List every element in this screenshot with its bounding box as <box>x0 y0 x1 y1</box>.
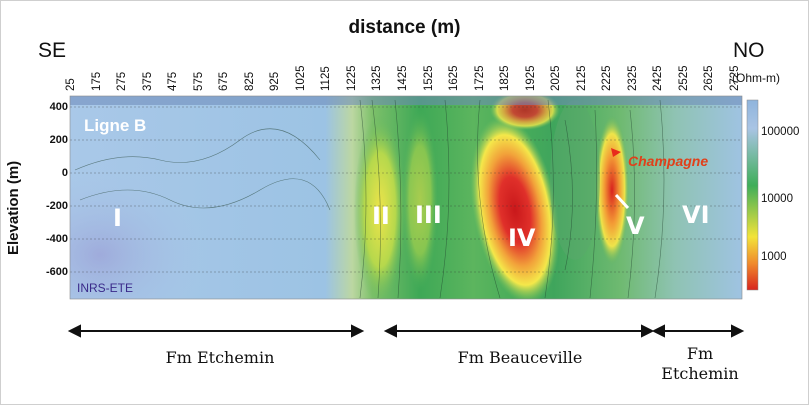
chart-title: distance (m) <box>348 17 461 38</box>
zone-label-5: V <box>626 212 645 240</box>
colorbar-tick-label: 100000 <box>761 126 800 138</box>
credit-label: INRS-ETE <box>77 281 134 295</box>
formation-label-fm-right: Fm <box>686 344 714 363</box>
formation-label-etchemin-left: Fm Etchemin <box>165 348 275 367</box>
colorbar-tick-label: 10000 <box>761 193 793 205</box>
line-label: Ligne B <box>84 116 147 135</box>
y-tick-label: 0 <box>61 167 68 179</box>
colorbar <box>746 99 759 291</box>
zone-label-3: III <box>415 201 442 229</box>
zone-label-1: I <box>113 204 122 232</box>
formation-label-beauceville: Fm Beauceville <box>457 348 583 367</box>
y-tick-label: -200 <box>45 200 68 212</box>
y-tick-label: -600 <box>45 266 68 278</box>
annotation-champagne: Champagne <box>628 153 709 169</box>
zone-label-6: VI <box>682 201 710 229</box>
direction-label-se: SE <box>38 39 67 62</box>
y-tick-label: -400 <box>45 233 68 245</box>
y-tick-label: 200 <box>49 134 68 146</box>
zone-label-2: II <box>372 202 390 230</box>
direction-label-no: NO <box>733 39 765 62</box>
formation-label-etchemin-right: Etchemin <box>661 364 739 383</box>
colorbar-unit: (Ohm-m) <box>732 71 780 85</box>
colorbar-tick-label: 1000 <box>761 251 787 263</box>
y-tick-label: 400 <box>49 101 68 113</box>
formation-arrows <box>67 324 745 338</box>
zone-label-4: IV <box>508 224 536 252</box>
